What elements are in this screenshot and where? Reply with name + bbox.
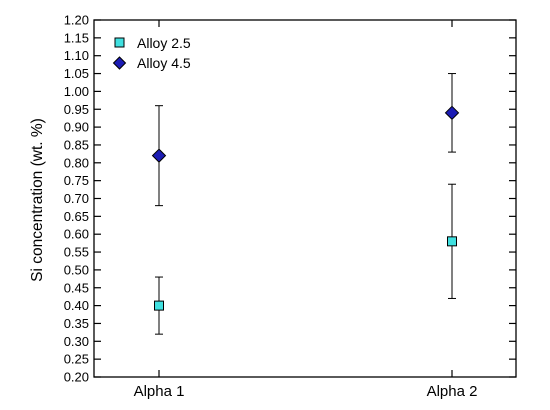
legend-label-alloy-2-5: Alloy 2.5 (137, 35, 191, 51)
y-tick-label: 0.90 (64, 120, 89, 135)
y-tick-label: 0.80 (64, 155, 89, 170)
y-axis-title: Si concentration (wt. %) (29, 118, 46, 282)
y-tick-label: 0.40 (64, 298, 89, 313)
y-tick-label: 0.30 (64, 334, 89, 349)
y-tick-label: 0.75 (64, 173, 89, 188)
x-category-label: Alpha 2 (427, 383, 478, 400)
y-tick-label: 1.10 (64, 48, 89, 63)
y-tick-label: 0.50 (64, 262, 89, 277)
y-tick-label: 0.60 (64, 227, 89, 242)
y-tick-label: 0.35 (64, 316, 89, 331)
x-category-label: Alpha 1 (134, 383, 185, 400)
y-tick-label: 1.05 (64, 66, 89, 81)
legend-marker-alloy-2-5 (114, 37, 125, 48)
y-tick-label: 0.70 (64, 191, 89, 206)
y-tick-label: 0.55 (64, 245, 89, 260)
y-tick-label: 0.85 (64, 137, 89, 152)
y-tick-label: 1.20 (64, 13, 89, 28)
y-tick-label: 0.45 (64, 280, 89, 295)
y-tick-label: 0.25 (64, 352, 89, 367)
data-point-square (447, 236, 457, 247)
y-tick-label: 1.00 (64, 84, 89, 99)
data-point-square (154, 300, 164, 311)
legend-label-alloy-4-5: Alloy 4.5 (137, 55, 191, 71)
data-point-diamond (444, 105, 460, 121)
data-point-diamond (151, 148, 167, 163)
y-tick-label: 0.65 (64, 209, 89, 224)
y-tick-label: 0.20 (64, 370, 89, 385)
legend-marker-alloy-4-5 (112, 56, 127, 70)
y-tick-label: 0.95 (64, 102, 89, 117)
y-tick-label: 1.15 (64, 30, 89, 45)
